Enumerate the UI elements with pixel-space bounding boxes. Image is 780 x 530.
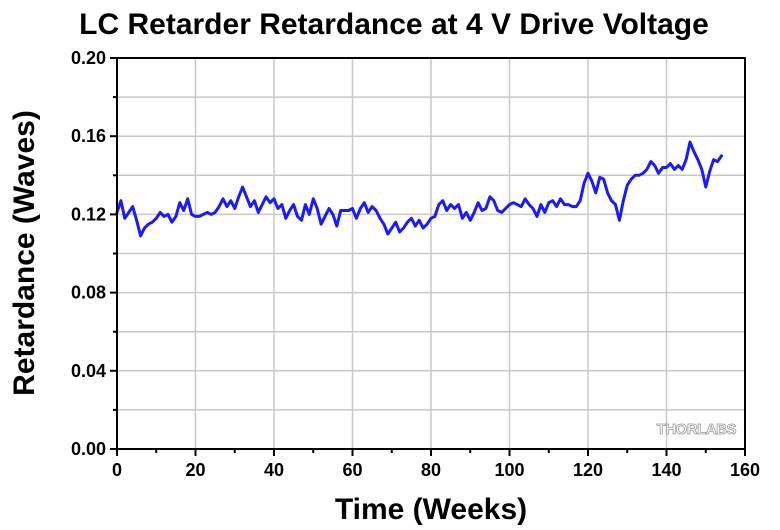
plot-frame: [116, 57, 746, 450]
y-tick-label: 0.20: [71, 48, 106, 68]
x-tick-label: 0: [112, 460, 122, 480]
x-tick-label: 60: [342, 460, 362, 480]
y-tick-label: 0.04: [71, 361, 106, 381]
axis-ticks: [110, 57, 746, 456]
x-tick-label: 40: [264, 460, 284, 480]
series-line: [115, 140, 723, 238]
x-tick-label: 160: [730, 460, 760, 480]
x-tick-label: 20: [185, 460, 205, 480]
thorlabs-logo: THORLABS: [657, 421, 737, 438]
y-axis-label: Retardance (Waves): [8, 110, 41, 396]
y-tick-labels: 0.00 0.04 0.08 0.12 0.16 0.20: [71, 48, 106, 459]
y-tick-label: 0.00: [71, 439, 106, 459]
x-tick-label: 100: [494, 460, 524, 480]
x-tick-label: 80: [421, 460, 441, 480]
y-tick-label: 0.12: [71, 204, 106, 224]
horizontal-gridlines: [117, 96, 745, 411]
y-tick-label: 0.16: [71, 126, 106, 146]
x-tick-label: 140: [651, 460, 681, 480]
series-group: [115, 140, 723, 238]
chart-title: LC Retarder Retardance at 4 V Drive Volt…: [79, 8, 709, 41]
y-tick-label: 0.08: [71, 283, 106, 303]
x-tick-labels: 0 20 40 60 80 100 120 140 160: [112, 460, 760, 480]
x-axis-label: Time (Weeks): [335, 493, 527, 526]
x-tick-label: 120: [573, 460, 603, 480]
